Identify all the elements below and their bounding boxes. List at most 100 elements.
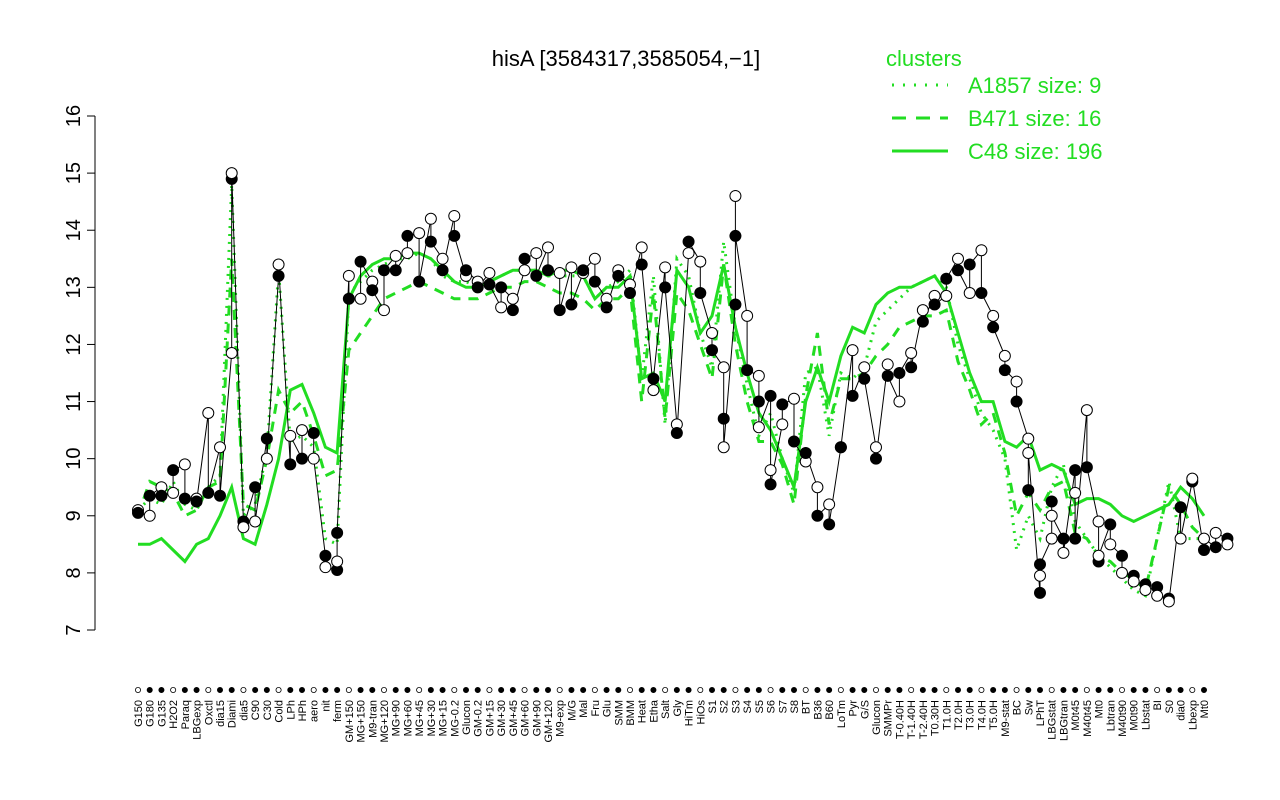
data-point bbox=[542, 241, 554, 254]
x-tick-label: M40t90 bbox=[1117, 700, 1129, 737]
data-point bbox=[1116, 549, 1128, 562]
x-tick-label: S4 bbox=[742, 700, 754, 713]
x-tick-label: aero bbox=[309, 700, 321, 722]
x-rug-mark bbox=[978, 687, 985, 694]
data-point bbox=[401, 229, 414, 242]
x-rug-mark bbox=[146, 687, 153, 694]
x-rug-mark bbox=[252, 687, 259, 694]
data-point bbox=[143, 489, 156, 502]
x-rug-mark bbox=[451, 687, 458, 694]
x-tick-label: ferm bbox=[332, 700, 344, 722]
data-point bbox=[670, 426, 683, 439]
x-rug-mark bbox=[603, 687, 610, 694]
data-point bbox=[354, 292, 367, 305]
data-point bbox=[905, 361, 918, 374]
data-point bbox=[940, 272, 953, 285]
x-rug-mark bbox=[181, 687, 188, 694]
data-point bbox=[319, 549, 332, 562]
x-rug-mark bbox=[1072, 687, 1079, 694]
x-rug-mark bbox=[802, 687, 809, 694]
x-rug-mark bbox=[744, 687, 751, 694]
data-point bbox=[823, 498, 836, 511]
x-tick-label: nit bbox=[320, 700, 332, 712]
legend-label: A1857 size: 9 bbox=[968, 73, 1101, 98]
x-tick-label: LBGexp bbox=[192, 700, 204, 740]
x-rug-mark bbox=[966, 687, 973, 694]
data-point bbox=[776, 418, 789, 431]
data-point bbox=[389, 249, 402, 262]
data-point bbox=[331, 526, 344, 539]
x-tick-label: BMM bbox=[625, 700, 637, 726]
data-point bbox=[1209, 541, 1222, 554]
data-point bbox=[975, 244, 988, 257]
data-point bbox=[752, 395, 765, 408]
data-point bbox=[1069, 532, 1082, 545]
x-rug-mark bbox=[486, 687, 493, 694]
x-tick-label: M9-tran bbox=[367, 700, 379, 738]
data-point bbox=[495, 281, 508, 294]
data-point bbox=[1092, 549, 1105, 562]
x-tick-label: BC bbox=[1012, 700, 1024, 715]
x-rug-mark bbox=[615, 687, 622, 694]
x-rug-mark bbox=[837, 687, 844, 694]
x-tick-label: SMMPr bbox=[883, 700, 895, 737]
data-point bbox=[624, 287, 636, 300]
x-rug-mark bbox=[720, 687, 727, 694]
x-rug-mark bbox=[580, 687, 587, 694]
data-point bbox=[694, 255, 707, 268]
data-point bbox=[799, 446, 812, 459]
data-point bbox=[811, 481, 824, 494]
data-point bbox=[1034, 558, 1046, 571]
data-point bbox=[506, 304, 519, 317]
x-rug-mark bbox=[919, 687, 926, 694]
data-point bbox=[811, 509, 824, 522]
x-rug-mark bbox=[1060, 687, 1067, 694]
x-tick-label: G135 bbox=[156, 700, 168, 727]
data-point bbox=[471, 281, 484, 294]
data-point bbox=[1104, 518, 1117, 531]
data-point bbox=[1127, 575, 1140, 588]
data-point bbox=[1198, 532, 1210, 545]
data-point bbox=[424, 235, 437, 248]
data-point bbox=[448, 229, 461, 242]
x-rug-mark bbox=[322, 687, 329, 694]
x-tick-label: GM-0.2 bbox=[473, 700, 485, 737]
data-point bbox=[834, 441, 847, 454]
x-tick-label: G/S bbox=[859, 700, 871, 719]
x-tick-label: Lbexp bbox=[1187, 700, 1199, 730]
data-point bbox=[448, 209, 461, 222]
x-rug-mark bbox=[1201, 687, 1208, 694]
data-point bbox=[706, 344, 718, 357]
data-point bbox=[858, 372, 871, 385]
x-rug-mark bbox=[462, 687, 469, 694]
data-point bbox=[155, 489, 168, 502]
data-points bbox=[132, 167, 1234, 608]
x-tick-label: GM+120 bbox=[543, 700, 555, 743]
data-point bbox=[190, 495, 203, 508]
data-point bbox=[940, 289, 953, 302]
data-point bbox=[1198, 544, 1210, 557]
x-tick-label: Fru bbox=[590, 700, 602, 717]
x-tick-label: Glucon bbox=[461, 700, 473, 735]
data-point bbox=[916, 315, 929, 328]
x-tick-label: MG+90 bbox=[391, 700, 403, 736]
x-tick-label: M0t45 bbox=[1070, 700, 1082, 731]
data-point bbox=[1034, 586, 1046, 599]
data-point bbox=[1092, 515, 1105, 528]
data-point bbox=[1174, 532, 1187, 545]
data-point bbox=[846, 389, 859, 402]
data-point bbox=[284, 429, 297, 442]
data-point bbox=[659, 261, 672, 274]
x-tick-label: MG-0.2 bbox=[449, 700, 461, 737]
x-tick-label: LPh bbox=[285, 700, 297, 720]
x-rug-mark bbox=[533, 687, 540, 694]
data-point bbox=[1080, 461, 1093, 474]
y-tick-label: 8 bbox=[63, 567, 85, 578]
x-rug-mark bbox=[849, 687, 856, 694]
data-point bbox=[1209, 526, 1222, 539]
x-tick-label: T-1.40H bbox=[906, 700, 918, 739]
y-tick-label: 15 bbox=[63, 162, 85, 184]
data-point bbox=[565, 298, 578, 311]
data-point bbox=[413, 275, 426, 288]
